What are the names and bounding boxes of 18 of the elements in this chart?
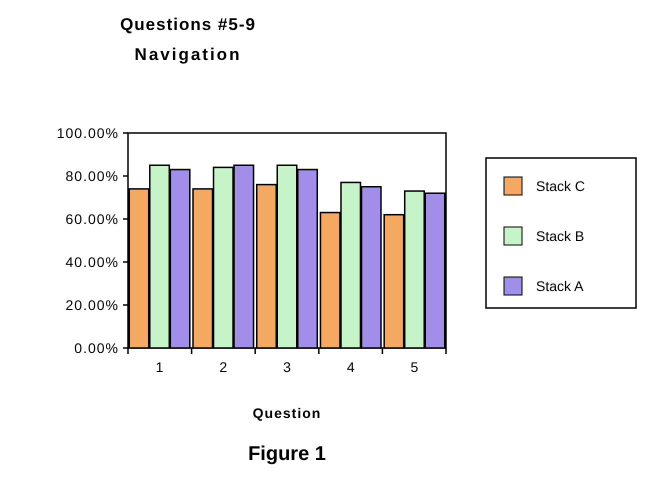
chart-subtitle: Navigation [134, 45, 242, 64]
y-tick-label: 100.00% [56, 124, 119, 141]
y-tick-label: 20.00% [66, 296, 119, 313]
caption: Figure 1 [248, 443, 326, 465]
x-tick-label: 1 [156, 359, 164, 375]
legend-label: Stack B [536, 228, 584, 244]
y-tick-label: 80.00% [66, 168, 119, 184]
y-tick-label: 0.00% [74, 340, 119, 356]
y-tick-label: 40.00% [66, 254, 119, 270]
x-axis-title: Question [252, 405, 322, 421]
legend-label: Stack C [536, 178, 586, 194]
x-tick-label: 4 [346, 359, 355, 375]
x-tick-label: 2 [219, 359, 228, 375]
x-tick-label: 5 [410, 359, 419, 375]
y-tick-label: 60.00% [66, 210, 119, 227]
chart-title: Questions #5-9 [120, 15, 256, 34]
x-tick-label: 3 [283, 359, 292, 375]
legend-label: Stack A [536, 278, 584, 294]
